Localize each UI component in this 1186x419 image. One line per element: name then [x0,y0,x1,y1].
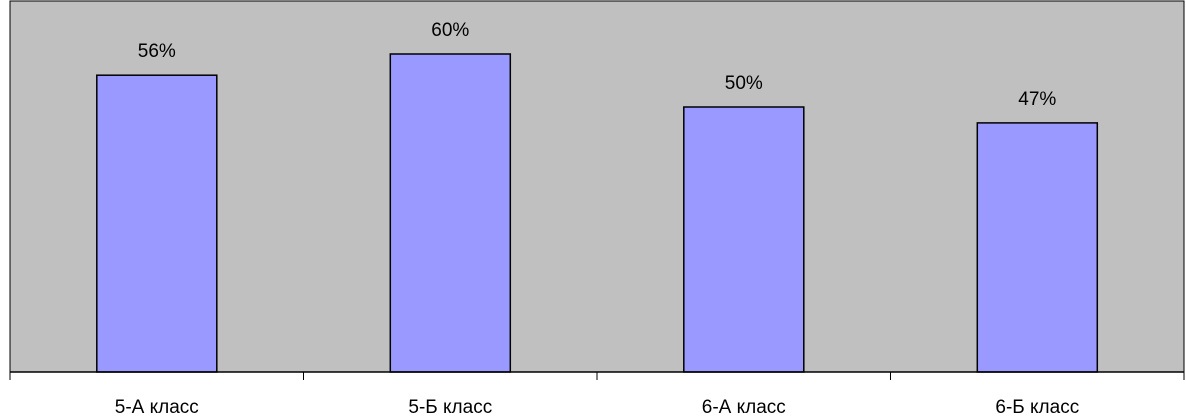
bars-group [96,53,1099,373]
x-tick-label-2: 5-Б класс [408,397,492,418]
x-tick-labels-group: 5-А класс 5-Б класс 6-А класс 6-Б класс [115,397,1079,418]
x-tick-label-3: 6-А класс [702,397,786,418]
data-label-4: 47% [1018,89,1056,110]
data-label-2: 60% [431,20,469,41]
x-tick-label-4: 6-Б класс [995,397,1079,418]
data-label-1: 56% [138,41,176,62]
data-labels-group: 56% 60% 50% 47% [138,20,1057,110]
data-label-3: 50% [725,73,763,94]
x-tick-label-1: 5-А класс [115,397,199,418]
bar-1 [96,74,218,373]
bar-3 [683,106,805,373]
x-ticks-group [9,372,1185,380]
bar-2 [389,53,512,373]
bar-4 [976,122,1099,373]
